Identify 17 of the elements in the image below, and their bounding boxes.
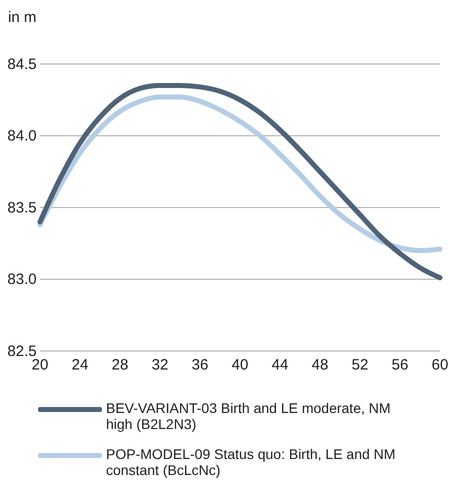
y-tick-label: 83.5 [7, 199, 37, 216]
x-tick-label: 48 [312, 356, 328, 374]
x-tick-label: 40 [232, 356, 248, 374]
legend-label: BEV-VARIANT-03 Birth and LE moderate, NM high (B2L2N3) [106, 400, 392, 432]
x-tick-label: 60 [432, 356, 448, 374]
legend-label: POP-MODEL-09 Status quo: Birth, LE and NM constant (BcLcNc) [106, 446, 396, 478]
x-tick-label: 56 [392, 356, 408, 374]
y-axis-title: in m [8, 9, 36, 26]
x-tick-label: 52 [352, 356, 368, 374]
x-tick-label: 44 [272, 356, 288, 374]
x-tick-label: 36 [192, 356, 208, 374]
x-tick-label: 28 [112, 356, 128, 374]
x-tick-label: 24 [72, 356, 88, 374]
x-tick-label: 32 [152, 356, 168, 374]
y-tick-label: 84.5 [7, 56, 37, 73]
y-tick-label: 84.0 [7, 128, 37, 145]
y-tick-label: 83.0 [7, 271, 37, 288]
